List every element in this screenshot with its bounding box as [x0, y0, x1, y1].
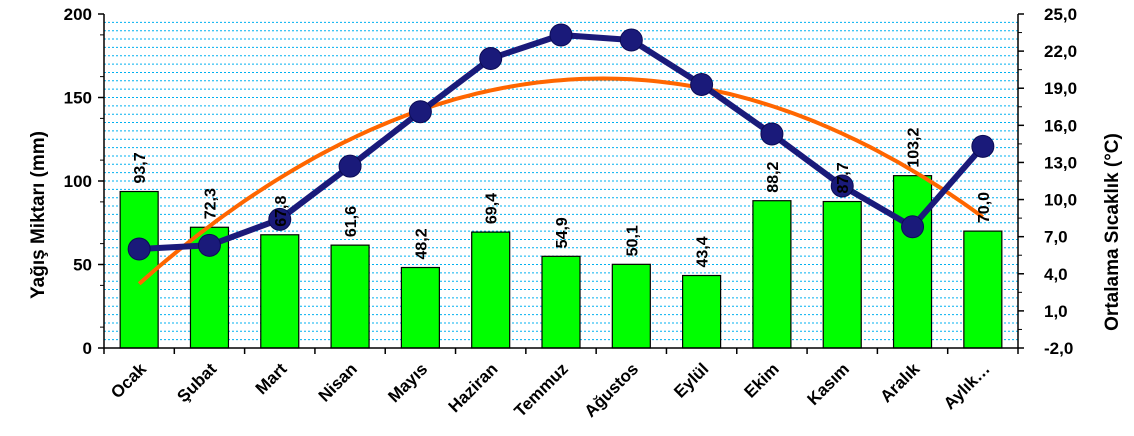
- bar-6: [541, 255, 581, 349]
- y-tick-label-right: 7,0: [1044, 228, 1068, 247]
- temperature-marker-7: [619, 28, 643, 52]
- bar-data-label-7: 50,1: [624, 225, 641, 256]
- y-tick-label-right: 1,0: [1044, 302, 1068, 321]
- bar-8: [682, 274, 722, 349]
- bar-9: [752, 200, 792, 349]
- y-tick-label-right: 4,0: [1044, 265, 1068, 284]
- bar-data-label-0: 93,7: [132, 152, 149, 183]
- bar-12: [963, 230, 1003, 349]
- x-tick-label: Temmuz: [511, 359, 572, 420]
- y-tick-label-left: 200: [64, 5, 92, 24]
- y-tick-label-right: 22,0: [1044, 42, 1077, 61]
- bar-data-label-9: 88,2: [765, 161, 782, 192]
- x-tick-label: Haziran: [445, 359, 502, 416]
- horizontal-gridlines: [104, 21, 1018, 341]
- data-labels: 93,7 72,3 67,8 61,6 48,2 69,4 54,9 50,1 43,4 88,2…: [132, 128, 993, 268]
- temperature-marker-10: [830, 174, 854, 198]
- trend-line: [137, 76, 984, 286]
- y-tick-label-left: 50: [73, 256, 92, 275]
- bar-data-label-11: 103,2: [906, 128, 923, 168]
- bar-11: [892, 175, 933, 349]
- temperature-marker-6: [549, 23, 573, 47]
- trend-line-layer: [137, 76, 984, 286]
- y-tick-label-right: 13,0: [1044, 153, 1077, 172]
- bar-4: [400, 266, 440, 349]
- bar-0: [119, 190, 159, 349]
- temperature-marker-2: [268, 207, 292, 231]
- temperature-marker-11: [901, 215, 925, 239]
- x-tick-label: Aralık: [877, 359, 924, 406]
- y-axis-title-right: Ortalama Sıcaklık (°C): [1102, 133, 1123, 331]
- y-tick-label-left: 0: [83, 339, 92, 358]
- bar-series: [119, 175, 1003, 349]
- temperature-marker-8: [690, 73, 714, 97]
- bar-5: [471, 231, 511, 349]
- temperature-marker-12: [971, 134, 995, 158]
- x-tick-label: Eylül: [670, 359, 712, 401]
- x-tick-label: Mayıs: [384, 359, 431, 406]
- temperature-marker-9: [760, 122, 784, 146]
- x-tick-label: Şubat: [173, 359, 220, 406]
- y-tick-label-right: -2,0: [1044, 339, 1073, 358]
- x-tick-label: Nisan: [315, 359, 361, 405]
- bar-data-label-5: 69,4: [484, 193, 501, 224]
- bar-7: [611, 263, 651, 349]
- bar-data-label-6: 54,9: [554, 217, 571, 248]
- y-tick-label-left: 150: [64, 89, 92, 108]
- y-tick-label-right: 10,0: [1044, 191, 1077, 210]
- bar-data-label-3: 61,6: [343, 206, 360, 237]
- y-tick-label-right: 16,0: [1044, 116, 1077, 135]
- y-tick-label-left: 100: [64, 172, 92, 191]
- bar-10: [822, 200, 862, 349]
- x-tick-label: Ağustos: [581, 359, 643, 421]
- y-tick-label-right: 19,0: [1044, 79, 1077, 98]
- x-tick-label: Ocak: [107, 359, 150, 402]
- bar-3: [330, 244, 370, 349]
- temperature-marker-4: [408, 100, 432, 124]
- temperature-marker-5: [479, 47, 503, 71]
- temperature-marker-0: [127, 237, 151, 261]
- y-tick-label-right: 25,0: [1044, 5, 1077, 24]
- x-tick-label: Aylık…: [940, 359, 994, 413]
- x-tick-label: Mart: [252, 359, 291, 398]
- temperature-marker-3: [338, 154, 362, 178]
- bar-data-label-2: 67,8: [273, 196, 290, 227]
- x-tick-label: Kasım: [804, 359, 854, 409]
- bar-data-label-10: 87,7: [835, 162, 852, 193]
- bar-data-label-1: 72,3: [202, 188, 219, 219]
- y-axis-title-left: Yağış Miktarı (mm): [28, 131, 49, 299]
- bar-data-label-12: 70,0: [976, 192, 993, 223]
- bar-data-label-8: 43,4: [695, 236, 712, 267]
- bar-2: [260, 234, 300, 349]
- x-tick-label: Ekim: [741, 359, 783, 401]
- temperature-marker-1: [197, 233, 221, 257]
- temperature-line-layer: [127, 23, 995, 261]
- bar-data-label-4: 48,2: [413, 228, 430, 259]
